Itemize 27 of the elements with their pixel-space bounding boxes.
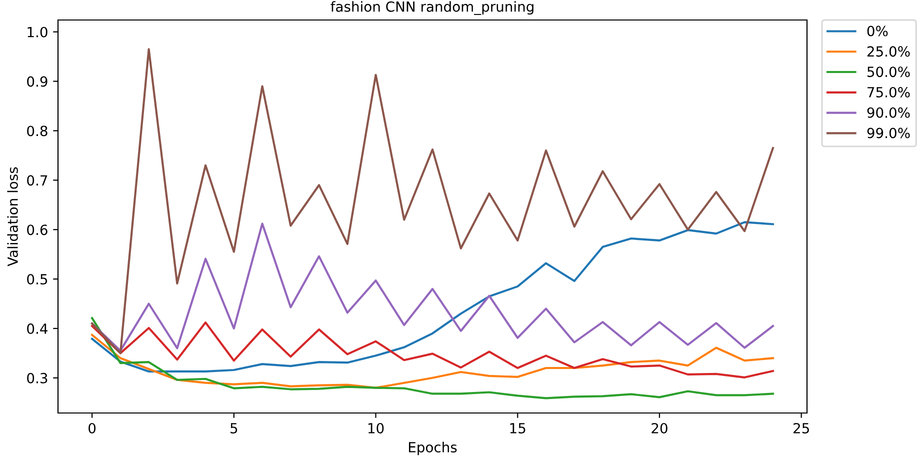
y-tick-label: 0.9: [27, 76, 48, 87]
legend-label: 25.0%: [867, 46, 910, 57]
legend-label: 50.0%: [867, 66, 910, 78]
line-series: [91, 317, 774, 400]
line-series: [91, 321, 774, 378]
line-series: [91, 48, 774, 354]
y-axis-title: Validation loss: [7, 167, 18, 266]
legend-label: 0%: [867, 26, 888, 36]
chart-title: fashion CNN random_pruning: [330, 1, 534, 15]
y-tick-label: 0.3: [27, 372, 48, 384]
x-tick-label: 5: [230, 423, 238, 434]
y-tick-label: 1.0: [28, 26, 48, 38]
legend-label: 75.0%: [868, 86, 910, 98]
y-tick-label: 0.4: [27, 323, 48, 334]
legend-label: 99.0%: [867, 128, 910, 138]
x-tick-label: 0: [88, 422, 96, 434]
x-axis-title: Epochs: [408, 442, 457, 456]
line-series: [91, 334, 774, 389]
x-tick-label: 20: [652, 422, 668, 434]
y-tick-label: 0.5: [27, 274, 48, 285]
y-tick-label: 0.6: [27, 224, 48, 236]
y-tick-label: 0.7: [27, 175, 48, 186]
x-tick-label: 10: [368, 422, 384, 434]
legend-label: 90.0%: [867, 107, 910, 118]
x-tick-label: 15: [510, 423, 526, 434]
x-tick-label: 25: [794, 422, 809, 434]
y-tick-label: 0.8: [27, 126, 48, 136]
